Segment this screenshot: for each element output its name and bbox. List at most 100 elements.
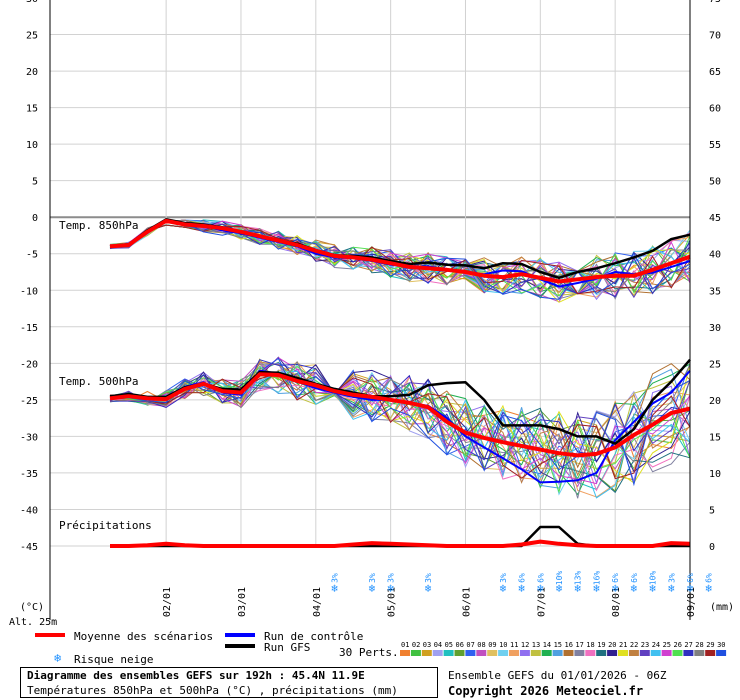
y-left-tick-label: 15: [26, 104, 38, 115]
member-number: 14: [543, 641, 551, 649]
x-tick-label: 02/01: [162, 587, 173, 617]
y-right-unit: (mm): [710, 602, 734, 613]
y-left-tick-label: -25: [20, 396, 38, 407]
member-number: 17: [575, 641, 583, 649]
member-number: 08: [477, 641, 485, 649]
member-number: 25: [663, 641, 671, 649]
member-color-swatch: [541, 650, 552, 656]
legend-mean-label: Moyenne des scénarios: [74, 630, 213, 643]
member-number: 18: [586, 641, 594, 649]
member-color-swatch: [694, 650, 705, 656]
y-left-tick-label: -10: [20, 286, 38, 297]
x-tick-label: 04/01: [312, 587, 323, 617]
member-number: 15: [554, 641, 562, 649]
legend-gfs-swatch: [225, 644, 255, 648]
member-number: 28: [695, 641, 703, 649]
y-right-tick-label: 55: [709, 140, 721, 151]
member-color-swatch: [487, 650, 498, 656]
member-color-swatch: [661, 650, 672, 656]
y-left-tick-label: -30: [20, 432, 38, 443]
member-number: 07: [466, 641, 474, 649]
y-right-tick-label: 45: [709, 213, 721, 224]
series-line-t500: [109, 372, 691, 458]
y-left-tick-label: 5: [32, 177, 38, 188]
member-number: 10: [499, 641, 507, 649]
snow-icon: ❄: [612, 582, 619, 595]
member-color-swatch: [672, 650, 683, 656]
legend-control-swatch: [225, 633, 255, 637]
snow-risk-pct: 3%: [667, 573, 676, 583]
snow-risk-pct: 3%: [331, 573, 340, 583]
member-number: 29: [706, 641, 714, 649]
series-line-precip: [110, 539, 691, 548]
member-color-swatch: [683, 650, 694, 656]
y-right-tick-label: 15: [709, 432, 721, 443]
y-left-tick-label: 20: [26, 67, 38, 78]
snow-risk-pct: 10%: [649, 571, 658, 586]
member-line-850: [109, 218, 691, 301]
axes-labels: 30752570206515601055550045-540-1035-1530…: [20, 0, 721, 617]
member-number: 05: [445, 641, 453, 649]
panel-label-t850: Temp. 850hPa: [59, 219, 138, 232]
member-line-850: [109, 218, 691, 298]
member-color-swatch: [639, 650, 650, 656]
member-number: 13: [532, 641, 540, 649]
member-color-swatch: [443, 650, 454, 656]
y-left-tick-label: -5: [26, 250, 38, 261]
panel-label-precip: Précipitations: [59, 519, 152, 532]
chart-subtitle: Températures 850hPa et 500hPa (°C) , pré…: [27, 684, 398, 697]
snow-risk-pct: 3%: [387, 573, 396, 583]
member-line-850: [109, 219, 691, 294]
chart-title: Diagramme des ensembles GEFS sur 192h : …: [27, 669, 365, 682]
legend-mean-swatch: [35, 633, 65, 637]
y-left-tick-label: -15: [20, 323, 38, 334]
member-number: 24: [652, 641, 660, 649]
member-color-swatch: [400, 650, 410, 656]
snow-risk-pct: 6%: [630, 573, 639, 583]
x-tick-label: 07/01: [536, 587, 547, 617]
legend-snow-label: Risque neige: [74, 653, 153, 666]
y-right-tick-label: 25: [709, 359, 721, 370]
member-color-swatch: [596, 650, 607, 656]
snow-risk-pct: 3%: [499, 573, 508, 583]
snow-risk-pct: 6%: [518, 573, 527, 583]
snow-risk-row: 3%❄3%❄3%❄3%❄3%❄6%❄6%❄10%❄13%❄16%❄6%❄6%❄1…: [331, 571, 714, 595]
y-right-tick-label: 0: [709, 542, 715, 553]
y-right-tick-label: 20: [709, 396, 721, 407]
y-left-tick-label: -20: [20, 359, 38, 370]
legend-control-label: Run de contrôle: [264, 630, 363, 643]
snow-icon: ❄: [537, 582, 544, 595]
snow-icon: ❄: [331, 582, 338, 595]
snow-icon: ❄: [574, 582, 581, 595]
snow-risk-pct: 3%: [368, 573, 377, 583]
member-number: 09: [488, 641, 496, 649]
snow-risk-pct: 13%: [574, 571, 583, 586]
ensemble-member-lines: [109, 218, 691, 499]
member-color-swatch: [716, 650, 727, 656]
y-right-tick-label: 75: [709, 0, 721, 5]
footer-title-box: Diagramme des ensembles GEFS sur 192h : …: [20, 667, 438, 698]
member-color-swatch: [585, 650, 596, 656]
y-right-tick-label: 40: [709, 250, 721, 261]
member-number: 23: [641, 641, 649, 649]
member-number: 12: [521, 641, 529, 649]
member-number: 26: [674, 641, 682, 649]
snow-icon: ❄: [687, 582, 694, 595]
copyright: Copyright 2026 Meteociel.fr: [448, 684, 644, 698]
member-number: 06: [456, 641, 464, 649]
member-color-swatch: [705, 650, 716, 656]
member-color-swatch: [454, 650, 465, 656]
snow-icon: ❄: [631, 582, 638, 595]
altitude-label: Alt. 25m: [9, 617, 57, 628]
member-color-swatch: [574, 650, 585, 656]
x-tick-label: 03/01: [237, 587, 248, 617]
member-number: 02: [412, 641, 420, 649]
snow-icon: ❄: [500, 582, 507, 595]
member-color-swatch: [552, 650, 563, 656]
y-right-tick-label: 60: [709, 104, 721, 115]
snow-risk-pct: 6%: [686, 573, 695, 583]
member-line-850: [109, 218, 691, 300]
snow-icon: ❄: [556, 582, 563, 595]
member-line-500: [109, 357, 691, 487]
member-line-850: [109, 224, 691, 297]
